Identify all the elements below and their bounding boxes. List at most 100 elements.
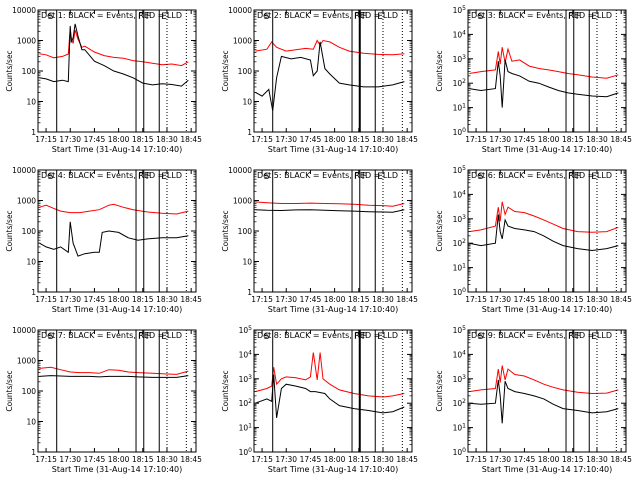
- x-tick-label: 17:45: [300, 295, 322, 304]
- chart-title: Det 3: BLACK = Events, RED = LLD: [471, 11, 612, 20]
- marker-label: S: [264, 172, 270, 182]
- y-tick-label: 10000: [12, 326, 36, 335]
- y-tick-label: 1000: [233, 37, 252, 46]
- chart-title: Det 8: BLACK = Events, RED = LLD: [257, 331, 398, 340]
- x-tick-label: 18:45: [180, 295, 202, 304]
- x-tick-label: 17:15: [251, 135, 273, 144]
- plot-frame: [467, 329, 627, 453]
- x-tick-label: 18:45: [180, 455, 202, 464]
- marker-label: F: [138, 332, 143, 342]
- marker-label: F: [568, 12, 573, 22]
- chart-title: Det 9: BLACK = Events, RED = LLD: [471, 331, 612, 340]
- y-tick-label: 102: [453, 238, 467, 248]
- y-tick-label: 100: [22, 387, 37, 396]
- y-tick-label: 101: [453, 263, 467, 273]
- x-tick-label: 18:45: [396, 455, 418, 464]
- y-tick-label: 104: [453, 349, 467, 359]
- marker-label: F: [576, 172, 581, 182]
- x-tick-label: 18:45: [180, 135, 202, 144]
- x-tick-label: 18:30: [156, 295, 178, 304]
- lld-series-line: [39, 366, 189, 375]
- x-tick-label: 18:00: [324, 295, 346, 304]
- y-tick-label: 100: [22, 227, 37, 236]
- y-tick-label: 1000: [17, 197, 36, 206]
- x-tick-label: 18:45: [610, 295, 632, 304]
- y-axis-label: Counts/sec: [435, 210, 444, 251]
- x-tick-label: 18:30: [586, 135, 608, 144]
- y-tick-label: 104: [453, 189, 467, 199]
- plot-frame: [253, 169, 413, 293]
- marker-label: E: [161, 12, 167, 22]
- x-tick-label: 18:45: [610, 135, 632, 144]
- y-tick-label: 10000: [12, 6, 36, 15]
- y-tick-label: 1000: [17, 357, 36, 366]
- marker-label: S: [48, 172, 54, 182]
- y-axis-label: Counts/sec: [221, 370, 230, 411]
- y-tick-label: 10: [242, 258, 252, 267]
- marker-label: S: [478, 332, 484, 342]
- x-tick-label: 18:15: [562, 455, 584, 464]
- lld-series-line: [255, 201, 405, 207]
- x-tick-label: 17:15: [251, 455, 273, 464]
- x-tick-label: 17:45: [84, 295, 106, 304]
- y-tick-label: 100: [239, 447, 253, 457]
- x-tick-label: 17:15: [465, 455, 487, 464]
- events-series-line: [39, 23, 189, 87]
- y-tick-label: 10: [26, 258, 36, 267]
- marker-label: S: [264, 332, 270, 342]
- y-tick-label: 10: [242, 98, 252, 107]
- x-axis-label: Start Time (31-Aug-14 17:10:40): [52, 145, 183, 154]
- x-tick-label: 17:15: [465, 135, 487, 144]
- plot-frame: [37, 169, 197, 293]
- marker-label: F: [146, 172, 151, 182]
- marker-label: E: [377, 12, 383, 22]
- x-tick-label: 18:15: [132, 455, 154, 464]
- x-tick-label: 18:45: [396, 295, 418, 304]
- y-tick-label: 101: [239, 423, 253, 433]
- x-tick-label: 18:00: [538, 135, 560, 144]
- x-tick-label: 17:45: [300, 135, 322, 144]
- x-tick-label: 18:30: [372, 135, 394, 144]
- y-axis-label: Counts/sec: [435, 50, 444, 91]
- y-tick-label: 104: [239, 349, 253, 359]
- x-tick-label: 17:15: [35, 455, 57, 464]
- y-tick-label: 105: [453, 5, 467, 15]
- y-tick-label: 10000: [228, 166, 252, 175]
- marker-label: E: [591, 172, 597, 182]
- y-tick-label: 103: [453, 214, 467, 224]
- marker-label: E: [377, 172, 383, 182]
- chart-title: Det 4: BLACK = Events, RED = LLD: [41, 171, 182, 180]
- y-tick-label: 103: [453, 54, 467, 64]
- lld-series-line: [39, 28, 189, 67]
- marker-label: E: [591, 332, 597, 342]
- events-series-line: [39, 375, 189, 378]
- y-tick-label: 1000: [233, 197, 252, 206]
- events-series-line: [255, 374, 405, 418]
- x-tick-label: 17:30: [59, 295, 81, 304]
- x-tick-label: 18:15: [132, 135, 154, 144]
- marker-label: F: [362, 12, 367, 22]
- events-series-line: [255, 209, 405, 213]
- x-tick-label: 17:30: [275, 295, 297, 304]
- lld-series-line: [255, 352, 405, 398]
- y-tick-label: 105: [453, 165, 467, 175]
- y-axis-label: Counts/sec: [5, 50, 14, 91]
- x-axis-label: Start Time (31-Aug-14 17:10:40): [482, 305, 613, 314]
- y-tick-label: 101: [453, 423, 467, 433]
- x-tick-label: 18:30: [372, 295, 394, 304]
- y-tick-label: 10000: [12, 166, 36, 175]
- y-tick-label: 103: [239, 374, 253, 384]
- y-axis-label: Counts/sec: [435, 370, 444, 411]
- y-tick-label: 102: [453, 78, 467, 88]
- events-series-line: [469, 59, 619, 108]
- x-tick-label: 18:45: [396, 135, 418, 144]
- x-tick-label: 18:30: [586, 455, 608, 464]
- marker-label: E: [161, 332, 167, 342]
- events-series-line: [255, 41, 405, 111]
